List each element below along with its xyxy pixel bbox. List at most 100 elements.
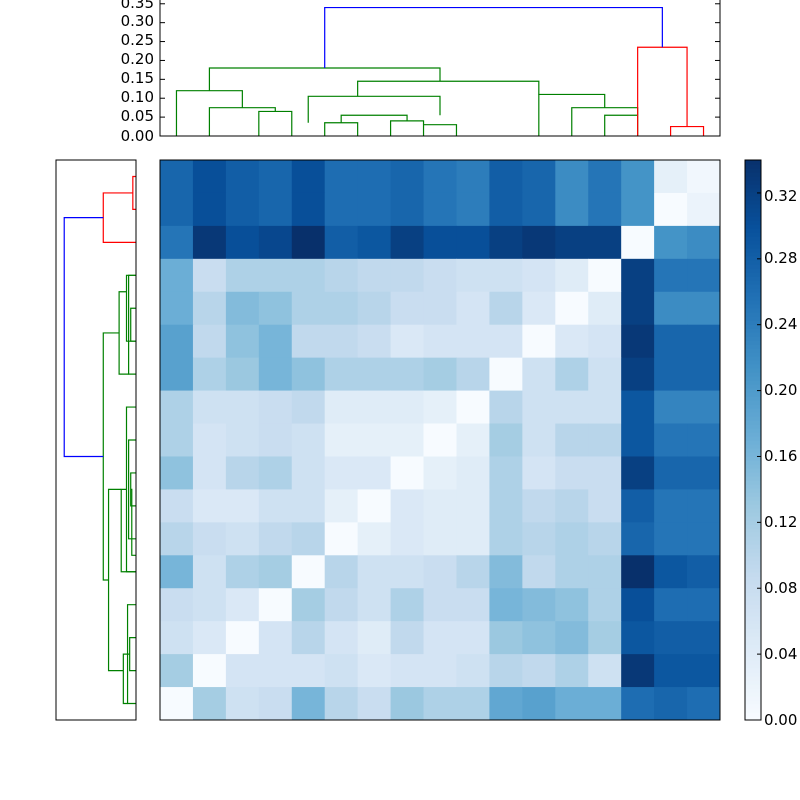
- heatmap-cell: [588, 390, 622, 425]
- heatmap-cell: [621, 160, 655, 194]
- heatmap-cell: [357, 225, 392, 260]
- heatmap-cell: [258, 192, 293, 227]
- heatmap-cell: [555, 258, 589, 293]
- dendrogram-link: [208, 107, 276, 136]
- colorbar-band: [745, 328, 761, 333]
- heatmap-cell: [423, 654, 457, 688]
- colorbar-band: [745, 668, 761, 673]
- colorbar-band: [745, 372, 761, 377]
- heatmap-cell: [192, 456, 227, 490]
- heatmap-cell: [522, 687, 556, 721]
- colorbar-band: [745, 536, 761, 541]
- top-dendrogram-y-axis: 0.00 0.05 0.10 0.15 0.20 0.25 0.30 0.35: [121, 0, 154, 145]
- heatmap-cell: [258, 489, 293, 523]
- dendrogram-link: [120, 488, 136, 573]
- colorbar-band: [745, 188, 761, 193]
- heatmap-cell: [456, 291, 490, 326]
- colorbar-band: [745, 348, 761, 353]
- heatmap-cell: [522, 456, 556, 490]
- colorbar-band: [745, 612, 761, 617]
- heatmap-cell: [225, 489, 260, 523]
- dendrogram-link: [130, 472, 136, 507]
- heatmap-cell: [160, 160, 194, 194]
- colorbar-band: [745, 344, 761, 349]
- heatmap-cell: [654, 522, 688, 556]
- colorbar-band: [745, 436, 761, 441]
- heatmap-cell: [160, 225, 194, 260]
- heatmap-cell: [357, 522, 392, 556]
- heatmap-cell: [621, 423, 655, 457]
- heatmap-cell: [423, 621, 457, 655]
- heatmap-cell: [555, 489, 589, 523]
- heatmap-cell: [588, 654, 622, 688]
- heatmap-cell: [291, 258, 326, 293]
- heatmap-cell: [687, 423, 721, 457]
- heatmap-cell: [588, 687, 622, 721]
- colorbar-band: [745, 192, 761, 197]
- colorbar-band: [745, 168, 761, 173]
- heatmap-cell: [192, 423, 227, 457]
- heatmap-cell: [687, 489, 721, 523]
- heatmap-cell: [654, 621, 688, 655]
- heatmap-cell: [489, 687, 523, 721]
- colorbar-band: [745, 664, 761, 669]
- colorbar-band: [745, 584, 761, 589]
- heatmap-cell: [324, 489, 359, 523]
- heatmap-cell: [489, 588, 523, 622]
- colorbar-band: [745, 644, 761, 649]
- heatmap-cell: [192, 357, 227, 392]
- heatmap-cell: [687, 555, 721, 589]
- heatmap-cell: [588, 588, 622, 622]
- heatmap-cell: [456, 324, 490, 359]
- heatmap-cell: [456, 555, 490, 589]
- heatmap-cell: [489, 291, 523, 326]
- colorbar-band: [745, 464, 761, 469]
- heatmap-cell: [588, 522, 622, 556]
- colorbar-tick-label: 0.08: [764, 579, 797, 597]
- heatmap-cell: [555, 192, 589, 227]
- dendrogram-link: [129, 637, 136, 672]
- heatmap-cell: [324, 291, 359, 326]
- heatmap-cell: [555, 423, 589, 457]
- colorbar-band: [745, 220, 761, 225]
- heatmap-cell: [654, 192, 688, 227]
- heatmap-cell: [390, 621, 425, 655]
- dendrogram-link: [122, 653, 130, 705]
- dendrogram-link: [324, 6, 663, 68]
- heatmap-cell: [324, 555, 359, 589]
- heatmap-cell: [687, 621, 721, 655]
- colorbar-band: [745, 688, 761, 693]
- heatmap-cell: [489, 456, 523, 490]
- colorbar-band: [745, 280, 761, 285]
- colorbar-band: [745, 652, 761, 657]
- heatmap-cell: [621, 258, 655, 293]
- heatmap-cell: [225, 687, 260, 721]
- heatmap-cell: [160, 423, 194, 457]
- dendrogram-link: [538, 93, 606, 136]
- heatmap-cell: [324, 588, 359, 622]
- colorbar-band: [745, 260, 761, 265]
- dendrogram-link: [324, 122, 359, 136]
- heatmap-cell: [160, 555, 194, 589]
- colorbar-band: [745, 308, 761, 313]
- heatmap-frame: [159, 159, 721, 721]
- heatmap-cell: [291, 357, 326, 392]
- heatmap-cell: [357, 489, 392, 523]
- colorbar-band: [745, 428, 761, 433]
- heatmap-cell: [555, 160, 589, 194]
- heatmap-cell: [324, 324, 359, 359]
- colorbar-band: [745, 384, 761, 389]
- colorbar-band: [745, 452, 761, 457]
- heatmap-cell: [621, 291, 655, 326]
- colorbar-band: [745, 568, 761, 573]
- heatmap-cell: [390, 489, 425, 523]
- heatmap-cell: [588, 489, 622, 523]
- colorbar-band: [745, 616, 761, 621]
- heatmap-cell: [522, 160, 556, 194]
- heatmap-cell: [291, 588, 326, 622]
- heatmap-cell: [225, 192, 260, 227]
- colorbar-band: [745, 228, 761, 233]
- heatmap-cell: [588, 423, 622, 457]
- colorbar-band: [745, 356, 761, 361]
- heatmap-cell: [291, 192, 326, 227]
